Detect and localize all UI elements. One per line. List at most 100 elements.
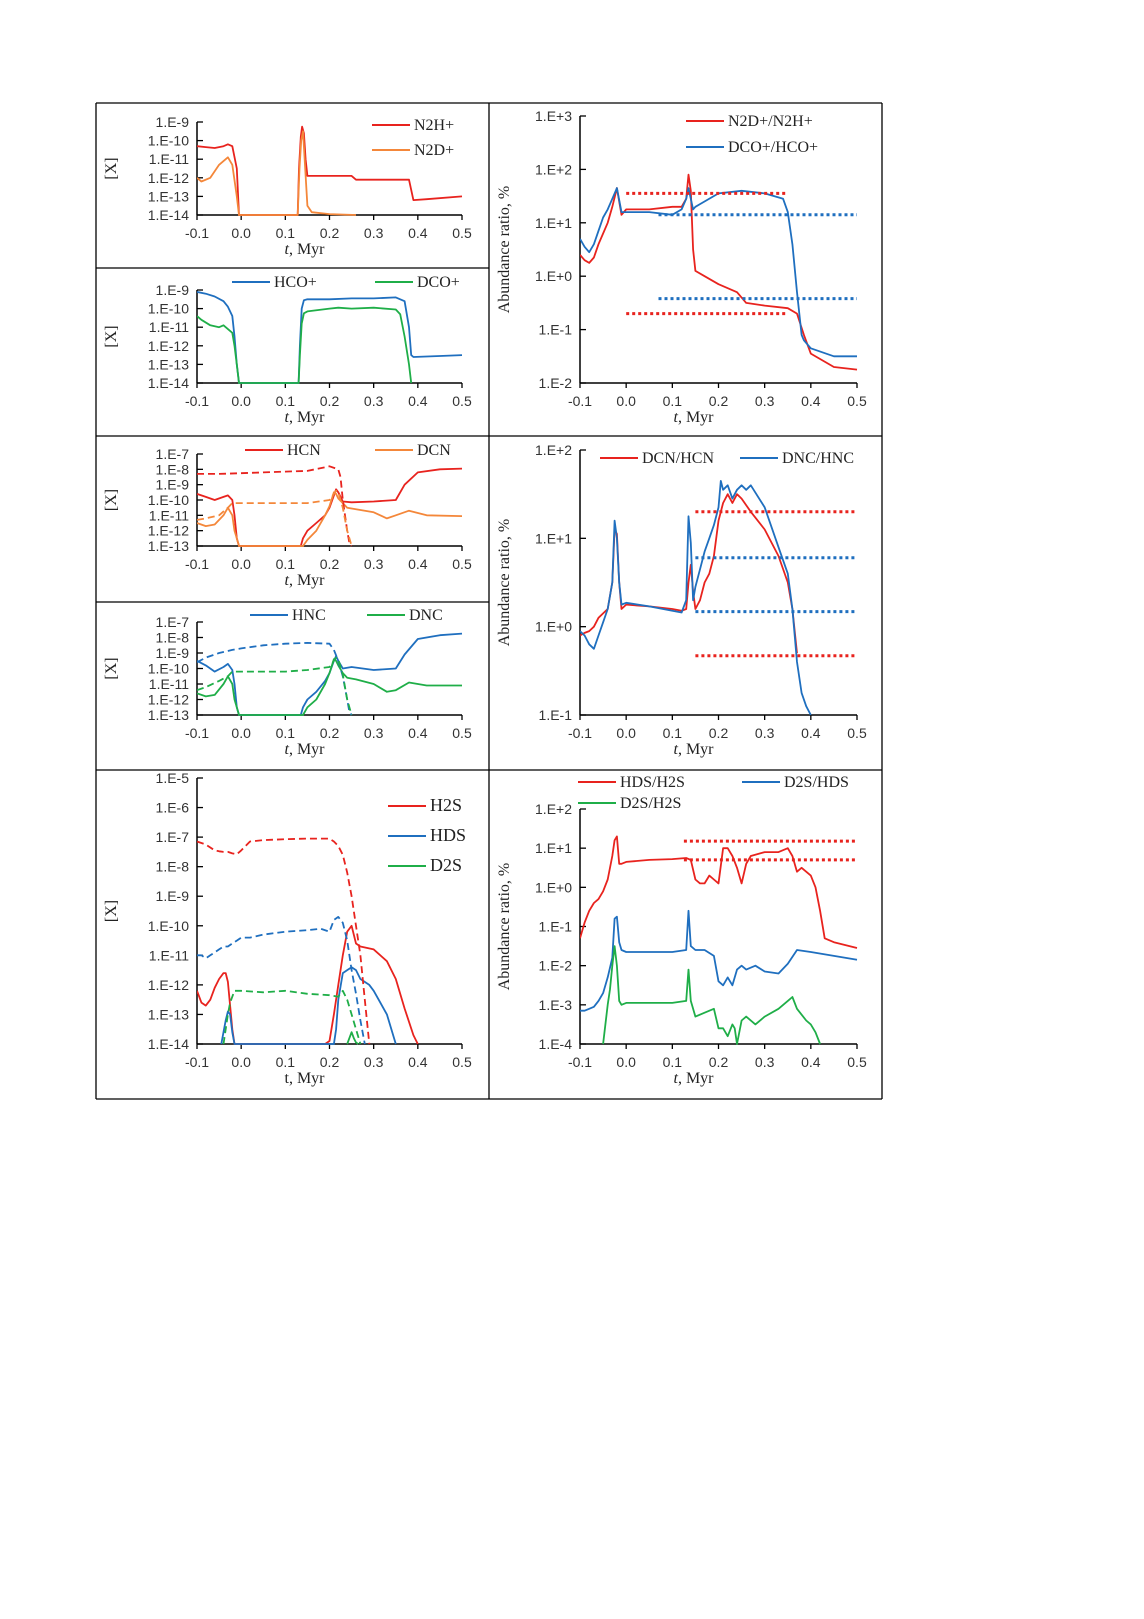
x-tick-label: -0.1 xyxy=(185,725,209,741)
chart-n2d_ratio: 1.E-2 1.E-1 1.E+0 1.E+1 1.E+2 1.E+3 -0.1 0.0 0.1… xyxy=(496,108,867,426)
y-tick-label: 1.E+0 xyxy=(535,619,572,635)
series-dco-hco- xyxy=(580,187,857,358)
chart-hco: 1.E-14 1.E-13 1.E-12 1.E-11 1.E-10 1.E-9 -0.1 0… xyxy=(103,274,472,426)
x-tick-label: -0.1 xyxy=(185,556,209,572)
series-dashed-line xyxy=(197,837,371,1045)
y-tick-label: 1.E-9 xyxy=(156,282,190,298)
legend-label: HDS xyxy=(430,825,466,845)
y-tick-label: 1.E-8 xyxy=(156,630,190,646)
x-tick-label: 0.1 xyxy=(276,1054,296,1070)
x-tick-label: 0.4 xyxy=(801,1054,821,1070)
series-hnc xyxy=(197,632,463,716)
x-tick-label: 0.5 xyxy=(452,725,472,741)
y-axis-label: [X] xyxy=(103,325,120,347)
x-axis-label-italic: t xyxy=(284,572,289,589)
legend-label: HDS/H2S xyxy=(620,774,685,791)
x-tick-label: 0.3 xyxy=(364,225,384,241)
y-tick-label: 1.E+1 xyxy=(535,530,572,546)
legend-label: DCN xyxy=(417,442,451,459)
y-tick-label: 1.E-11 xyxy=(149,676,189,692)
series-dashed-line xyxy=(197,656,353,716)
x-tick-label: 0.0 xyxy=(616,1054,636,1070)
x-axis-label-rest: , Myr xyxy=(289,241,325,258)
y-tick-label: 1.E-14 xyxy=(148,375,189,391)
x-axis-label-italic: t xyxy=(673,409,678,426)
series-d2s xyxy=(346,1031,359,1045)
legend-label: H2S xyxy=(430,795,462,815)
series-dnc xyxy=(197,658,462,716)
y-tick-label: 1.E+1 xyxy=(535,840,572,856)
y-tick-label: 1.E-10 xyxy=(148,133,189,149)
x-tick-label: 0.5 xyxy=(452,1054,472,1070)
y-axis-label: [X] xyxy=(103,900,120,922)
chart-hds_ratio: 1.E-4 1.E-3 1.E-2 1.E-1 1.E+0 1.E+1 1.E+2 -0.1 0… xyxy=(496,774,867,1087)
x-tick-label: 0.4 xyxy=(408,225,428,241)
series-dashed-line xyxy=(197,642,353,716)
y-tick-label: 1.E-10 xyxy=(148,492,189,508)
legend-label: HNC xyxy=(292,607,326,624)
y-tick-label: 1.E-9 xyxy=(156,645,190,661)
x-tick-label: 0.3 xyxy=(755,725,775,741)
x-tick-label: 0.0 xyxy=(616,725,636,741)
chart-hcn: 1.E-131.E-121.E-111.E-101.E-91.E-81.E-7 -… xyxy=(103,442,472,589)
x-axis-label-rest: , Myr xyxy=(289,572,325,589)
y-tick-label: 1.E-11 xyxy=(149,319,189,335)
x-tick-label: 0.3 xyxy=(364,725,384,741)
y-tick-label: 1.E+1 xyxy=(535,215,572,231)
x-axis-label: t, Myr xyxy=(284,241,325,258)
x-tick-label: -0.1 xyxy=(185,225,209,241)
series-h2s xyxy=(197,924,419,1045)
x-tick-label: 0.4 xyxy=(408,556,428,572)
x-axis-label: t, Myr xyxy=(284,572,325,589)
series-n2h- xyxy=(197,125,463,216)
x-tick-label: 0.0 xyxy=(231,725,251,741)
x-axis-label-rest: , Myr xyxy=(289,409,325,426)
x-tick-label: 0.1 xyxy=(276,393,296,409)
x-axis-label-italic: t xyxy=(284,241,289,258)
y-tick-label: 1.E-1 xyxy=(539,707,573,723)
y-tick-label: 1.E-12 xyxy=(148,170,189,186)
series-hcn xyxy=(197,467,463,547)
series-n2d- xyxy=(197,130,357,216)
x-tick-label: 0.3 xyxy=(755,1054,775,1070)
x-tick-label: 0.1 xyxy=(663,725,683,741)
y-tick-label: 1.E-4 xyxy=(539,1036,573,1052)
x-tick-label: -0.1 xyxy=(568,725,592,741)
y-tick-label: 1.E-9 xyxy=(156,477,190,493)
y-axis-label: Abundance ratio, % xyxy=(496,519,513,647)
x-axis-label-italic: t xyxy=(284,409,289,426)
y-tick-label: 1.E-12 xyxy=(148,977,189,993)
legend-label: DCO+/HCO+ xyxy=(728,139,818,156)
x-tick-label: 0.1 xyxy=(663,393,683,409)
legend-label: N2D+/N2H+ xyxy=(728,113,813,130)
series-hds xyxy=(220,966,397,1045)
y-tick-label: 1.E-11 xyxy=(149,507,189,523)
legend-label: D2S/H2S xyxy=(620,795,681,812)
y-tick-label: 1.E-5 xyxy=(156,770,190,786)
chart-hnc: 1.E-131.E-121.E-111.E-101.E-91.E-81.E-7 -… xyxy=(103,607,472,758)
x-tick-label: 0.5 xyxy=(847,393,867,409)
y-tick-label: 1.E-2 xyxy=(539,375,573,391)
y-tick-label: 1.E-12 xyxy=(148,338,189,354)
series-d2s-hds xyxy=(580,909,858,1012)
chart-n2h: 1.E-14 1.E-13 1.E-12 1.E-11 1.E-10 1.E-9 -0.1 0… xyxy=(103,114,472,258)
series-dashed-line xyxy=(197,465,353,547)
series-hds-h2s xyxy=(580,835,858,949)
y-tick-label: 1.E-12 xyxy=(148,523,189,539)
y-tick-label: 1.E-9 xyxy=(156,888,190,904)
y-tick-label: 1.E-14 xyxy=(148,1036,189,1052)
legend-label: DCN/HCN xyxy=(642,450,714,467)
series-dnc-hnc xyxy=(580,479,812,716)
y-axis-label: [X] xyxy=(103,657,120,679)
x-tick-label: 0.0 xyxy=(231,556,251,572)
legend-label: DCO+ xyxy=(417,274,460,291)
y-tick-label: 1.E-1 xyxy=(539,919,573,935)
x-tick-label: 0.0 xyxy=(231,393,251,409)
x-tick-label: 0.2 xyxy=(320,225,340,241)
x-axis-label: t, Myr xyxy=(673,1070,714,1087)
y-tick-label: 1.E-2 xyxy=(539,958,573,974)
x-tick-label: 0.4 xyxy=(408,1054,428,1070)
x-tick-label: 0.1 xyxy=(276,556,296,572)
y-axis-label: [X] xyxy=(103,489,120,511)
